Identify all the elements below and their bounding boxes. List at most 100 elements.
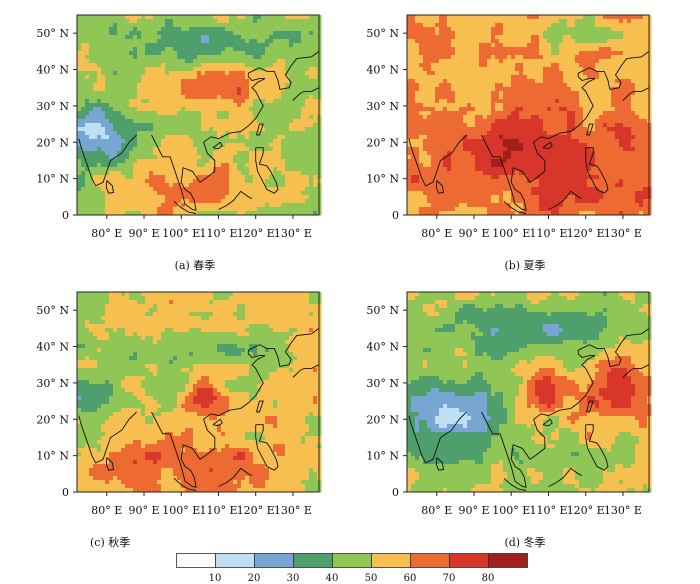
field-cell [285,15,290,20]
field-cell [555,39,560,44]
field-cell [555,67,560,72]
field-cell [455,111,460,116]
field-cell [431,103,436,108]
field-cell [221,127,226,132]
field-cell [129,191,134,196]
field-cell [603,35,608,40]
field-cell [189,203,194,208]
field-cell [415,43,420,48]
field-cell [459,103,464,108]
field-cell [285,119,290,124]
field-cell [583,95,588,100]
field-cell [189,55,194,60]
field-cell [265,131,270,136]
field-cell [209,31,214,36]
field-cell [313,139,318,144]
field-cell [527,123,532,128]
field-cell [81,179,86,184]
field-cell [293,123,298,128]
field-cell [145,139,150,144]
field-cell [309,67,314,72]
field-cell [487,67,492,72]
field-cell [511,111,516,116]
field-cell [531,27,536,32]
field-cell [97,55,102,60]
field-cell [121,167,126,172]
field-cell [551,15,556,20]
field-cell [141,15,146,20]
field-cell [591,19,596,24]
field-cell [109,195,114,200]
field-cell [121,155,126,160]
field-cell [479,131,484,136]
field-cell [297,179,302,184]
field-cell [491,127,496,132]
field-cell [149,19,154,24]
field-cell [439,31,444,36]
field-cell [189,199,194,204]
field-cell [309,147,314,152]
field-cell [245,91,250,96]
field-cell [611,55,616,60]
field-cell [157,123,162,128]
field-cell [419,15,424,20]
field-cell [221,199,226,204]
field-cell [249,127,254,132]
field-cell [149,71,154,76]
field-cell [285,207,290,212]
field-cell [599,75,604,80]
field-cell [149,91,154,96]
field-cell [285,107,290,112]
field-cell [587,47,592,52]
field-cell [531,23,536,28]
field-cell [181,119,186,124]
field-cell [161,15,166,20]
field-cell [427,79,432,84]
field-cell [141,119,146,124]
field-cell [285,159,290,164]
field-cell [427,75,432,80]
field-cell [157,103,162,108]
field-cell [129,19,134,24]
field-cell [193,51,198,56]
field-cell [209,19,214,24]
field-cell [101,63,106,68]
field-cell [309,139,314,144]
field-cell [431,59,436,64]
field-cell [547,23,552,28]
field-cell [97,203,102,208]
field-cell [125,83,130,88]
field-cell [229,179,234,184]
field-cell [181,31,186,36]
field-cell [559,31,564,36]
field-cell [157,55,162,60]
field-cell [209,43,214,48]
field-cell [463,27,468,32]
field-cell [285,143,290,148]
field-cell [77,171,82,176]
field-cell [467,75,472,80]
field-cell [305,159,310,164]
field-cell [165,91,170,96]
field-cell [495,107,500,112]
field-cell [221,39,226,44]
field-cell [639,51,644,56]
field-cell [193,191,198,196]
field-cell [169,171,174,176]
field-cell [495,71,500,76]
field-cell [165,39,170,44]
field-cell [463,43,468,48]
field-cell [141,39,146,44]
field-cell [197,115,202,120]
field-cell [507,103,512,108]
field-cell [129,155,134,160]
field-cell [93,91,98,96]
field-cell [313,107,318,112]
field-cell [77,199,82,204]
field-cell [427,87,432,92]
field-cell [141,123,146,128]
field-cell [241,59,246,64]
field-cell [467,63,472,68]
field-cell [229,35,234,40]
field-cell [145,207,150,212]
